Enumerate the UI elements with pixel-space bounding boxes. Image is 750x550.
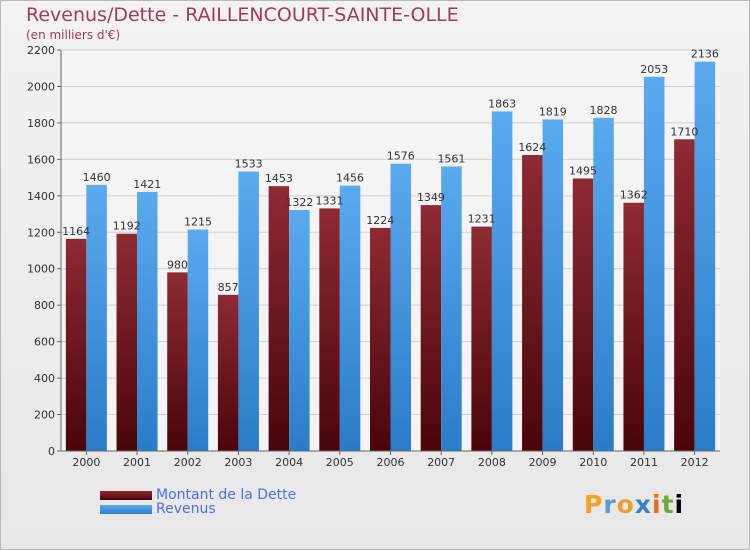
bar-revenue-2007 bbox=[441, 166, 462, 451]
y-tick-label: 2000 bbox=[27, 80, 55, 93]
x-tick-label-2010: 2010 bbox=[579, 456, 607, 469]
legend-item-revenue: Revenus bbox=[100, 501, 216, 517]
bar-debt-2001 bbox=[116, 233, 138, 451]
x-tick-label-2001: 2001 bbox=[123, 456, 151, 469]
bar-revenue-2002 bbox=[187, 229, 209, 451]
bar-revenue-2006 bbox=[390, 163, 411, 452]
bar-debt-2007 bbox=[420, 205, 442, 451]
axis-layer: 0 200 400 600 800 1000 1200 1400 1600 1800 2000 220… bbox=[27, 44, 720, 469]
bar-debt-2010 bbox=[572, 178, 594, 452]
data-label-debt-2003: 857 bbox=[218, 281, 239, 294]
data-label-debt-2004: 1453 bbox=[265, 172, 293, 185]
data-label-revenue-2010: 1828 bbox=[590, 104, 618, 117]
data-label-revenue-2011: 2053 bbox=[640, 63, 668, 76]
bar-revenue-2010 bbox=[593, 117, 614, 452]
x-tick-label-2005: 2005 bbox=[326, 456, 354, 469]
bar-debt-2004 bbox=[268, 186, 290, 452]
bar-debt-2005 bbox=[319, 208, 340, 451]
data-label-revenue-2009: 1819 bbox=[539, 105, 567, 118]
data-label-debt-2009: 1624 bbox=[518, 141, 546, 154]
y-tick-label: 800 bbox=[34, 299, 55, 312]
bar-revenue-2000 bbox=[86, 184, 107, 451]
bar-debt-2000 bbox=[65, 238, 87, 451]
x-tick-label-2008: 2008 bbox=[478, 456, 506, 469]
data-label-revenue-2002: 1215 bbox=[184, 216, 212, 229]
x-tick-label-2011: 2011 bbox=[630, 456, 658, 469]
chart-subtitle: (en milliers d'€) bbox=[26, 28, 121, 42]
data-label-debt-2001: 1192 bbox=[113, 220, 141, 233]
y-tick-label: 1600 bbox=[27, 153, 55, 166]
data-label-revenue-2006: 1576 bbox=[387, 150, 415, 163]
data-label-debt-2000: 1164 bbox=[62, 225, 90, 238]
data-label-revenue-2001: 1421 bbox=[133, 178, 161, 191]
y-tick-label: 600 bbox=[34, 336, 55, 349]
y-tick-label: 1400 bbox=[27, 190, 55, 203]
x-tick-label-2000: 2000 bbox=[72, 456, 100, 469]
bar-debt-2006 bbox=[370, 227, 391, 451]
data-label-revenue-2008: 1863 bbox=[488, 97, 516, 110]
bar-revenue-2011 bbox=[643, 76, 665, 451]
bar-revenue-2009 bbox=[542, 119, 564, 451]
y-tick-label: 1200 bbox=[27, 226, 55, 239]
bar-debt-2009 bbox=[522, 154, 543, 452]
chart-title: Revenus/Dette - RAILLENCOURT-SAINTE-OLLE bbox=[26, 4, 459, 26]
bar-revenue-2012 bbox=[694, 61, 716, 451]
y-tick-label: 1800 bbox=[27, 117, 55, 130]
legend-item-debt: Montant de la Dette bbox=[100, 487, 296, 503]
bar-revenue-2005 bbox=[339, 185, 361, 452]
data-label-revenue-2004: 1322 bbox=[285, 196, 313, 209]
x-tick-label-2007: 2007 bbox=[427, 456, 455, 469]
x-tick-label-2012: 2012 bbox=[681, 456, 709, 469]
legend-label-debt: Montant de la Dette bbox=[156, 487, 297, 503]
legend-swatch-revenue bbox=[100, 504, 152, 514]
x-tick-label-2003: 2003 bbox=[224, 456, 252, 469]
y-tick-label: 2200 bbox=[27, 44, 55, 57]
data-label-debt-2005: 1331 bbox=[316, 194, 344, 207]
data-label-debt-2007: 1349 bbox=[417, 191, 445, 204]
data-label-debt-2002: 980 bbox=[167, 258, 188, 271]
bar-revenue-2004 bbox=[289, 210, 310, 451]
data-label-revenue-2012: 2136 bbox=[691, 48, 719, 61]
y-tick-label: 1000 bbox=[27, 263, 55, 276]
x-tick-label-2002: 2002 bbox=[174, 456, 202, 469]
bar-debt-2012 bbox=[674, 139, 695, 451]
data-label-debt-2010: 1495 bbox=[569, 165, 597, 178]
legend-label-revenue: Revenus bbox=[156, 501, 216, 517]
legend-swatch-debt bbox=[100, 490, 152, 500]
bar-revenue-2003 bbox=[238, 171, 259, 451]
bar-revenue-2001 bbox=[137, 191, 158, 451]
bar-debt-2002 bbox=[167, 272, 188, 451]
y-tick-label: 0 bbox=[48, 445, 55, 458]
data-label-debt-2012: 1710 bbox=[670, 125, 698, 138]
bar-debt-2011 bbox=[623, 202, 644, 451]
y-tick-label: 200 bbox=[34, 409, 55, 422]
data-label-revenue-2007: 1561 bbox=[437, 152, 465, 165]
data-label-revenue-2000: 1460 bbox=[83, 171, 111, 184]
data-label-revenue-2003: 1533 bbox=[235, 158, 263, 171]
y-tick-label: 400 bbox=[34, 372, 55, 385]
data-label-debt-2008: 1231 bbox=[468, 213, 496, 226]
bar-debt-2003 bbox=[217, 294, 239, 451]
data-label-debt-2006: 1224 bbox=[366, 214, 394, 227]
bar-debt-2008 bbox=[471, 226, 492, 451]
x-tick-label-2006: 2006 bbox=[377, 456, 405, 469]
x-tick-label-2004: 2004 bbox=[275, 456, 303, 469]
data-label-debt-2011: 1362 bbox=[620, 189, 648, 202]
proxiti-logo: Proxiti bbox=[584, 490, 685, 519]
bar-revenue-2008 bbox=[491, 111, 513, 452]
bar-layer bbox=[65, 61, 716, 452]
x-tick-label-2009: 2009 bbox=[529, 456, 557, 469]
data-label-revenue-2005: 1456 bbox=[336, 172, 364, 185]
